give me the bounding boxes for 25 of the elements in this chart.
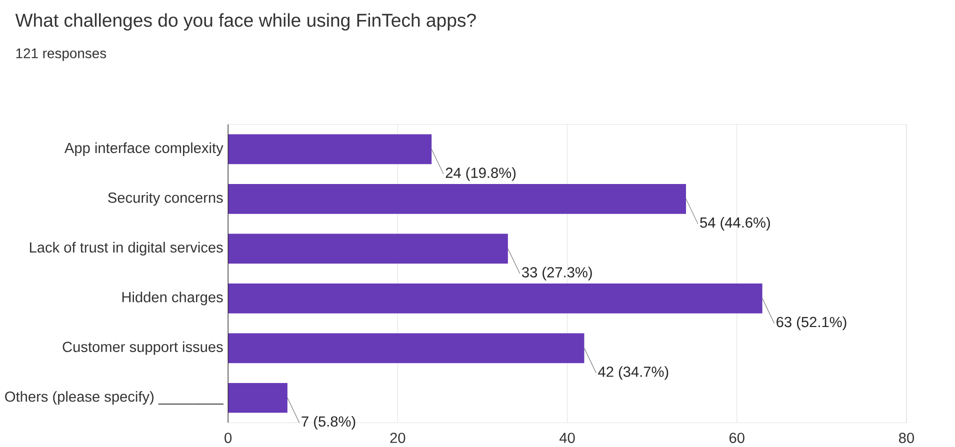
y-tick-label: App interface complexity [64,142,224,156]
bar [228,283,762,314]
text: 121 responses [16,48,106,61]
data-label: 7 (5.8%) [302,416,356,430]
x-tick-label: 80 [898,432,914,443]
x-tick-label: 60 [730,432,744,443]
x-tick-label: 40 [559,432,575,443]
data-label: 54 (44.6%) [700,216,770,230]
bar [228,234,508,264]
data-label: 33 (27.3%) [522,266,592,280]
x-tick-label: 20 [390,432,406,443]
bar [228,184,686,214]
x-tick-label: 0 [224,432,232,443]
chart-title: What challenges do you face while using FinTech apps? [15,12,476,30]
y-tick-label: Lack of trust in digital services [30,242,223,256]
bar [228,382,288,413]
data-label: 63 (52.1%) [776,316,846,330]
bar [228,332,584,363]
data-label: 24 (19.8%) [446,167,516,181]
y-tick-label: Hidden charges [122,291,223,305]
y-tick-label: Security concerns [108,192,223,206]
data-label: 42 (34.7%) [598,366,668,380]
bar [228,134,432,164]
y-tick-label: Customer support issues [62,341,223,355]
y-tick-label: Others (please specify) ________ [5,390,224,404]
